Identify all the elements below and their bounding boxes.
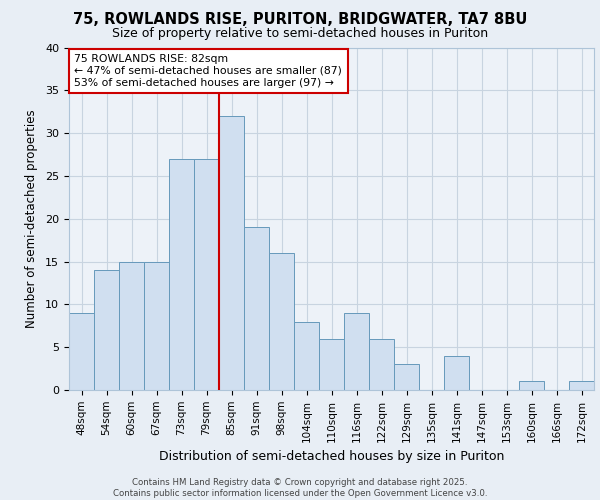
Bar — [194, 159, 219, 390]
Text: 75 ROWLANDS RISE: 82sqm
← 47% of semi-detached houses are smaller (87)
53% of se: 75 ROWLANDS RISE: 82sqm ← 47% of semi-de… — [74, 54, 342, 88]
Bar — [569, 382, 594, 390]
Text: 75, ROWLANDS RISE, PURITON, BRIDGWATER, TA7 8BU: 75, ROWLANDS RISE, PURITON, BRIDGWATER, … — [73, 12, 527, 28]
Bar — [394, 364, 419, 390]
X-axis label: Distribution of semi-detached houses by size in Puriton: Distribution of semi-detached houses by … — [159, 450, 504, 463]
Bar — [169, 159, 194, 390]
Y-axis label: Number of semi-detached properties: Number of semi-detached properties — [25, 110, 38, 328]
Bar — [344, 313, 369, 390]
Bar — [119, 262, 144, 390]
Bar — [144, 262, 169, 390]
Bar — [244, 228, 269, 390]
Bar — [294, 322, 319, 390]
Bar — [69, 313, 94, 390]
Bar — [219, 116, 244, 390]
Bar — [519, 382, 544, 390]
Bar — [94, 270, 119, 390]
Bar — [269, 253, 294, 390]
Bar — [444, 356, 469, 390]
Bar — [319, 338, 344, 390]
Bar — [369, 338, 394, 390]
Text: Size of property relative to semi-detached houses in Puriton: Size of property relative to semi-detach… — [112, 28, 488, 40]
Text: Contains HM Land Registry data © Crown copyright and database right 2025.
Contai: Contains HM Land Registry data © Crown c… — [113, 478, 487, 498]
